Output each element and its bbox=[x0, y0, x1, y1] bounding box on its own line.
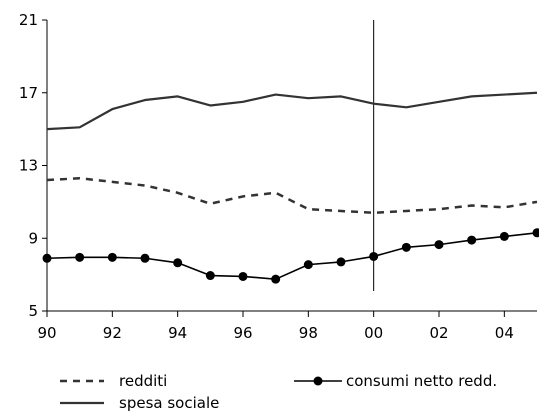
data-point bbox=[238, 271, 248, 281]
y-tick-label: 9 bbox=[28, 229, 38, 247]
legend-marker-consumi bbox=[313, 376, 323, 386]
series-line-2 bbox=[46, 231, 538, 280]
x-tick-label: 92 bbox=[103, 324, 122, 342]
y-tick-label: 17 bbox=[19, 84, 38, 102]
legend-label-consumi: consumi netto redd. bbox=[346, 372, 497, 390]
series-line-0 bbox=[46, 176, 538, 215]
legend-label-spesa: spesa sociale bbox=[119, 394, 219, 412]
data-point bbox=[434, 240, 444, 250]
data-point bbox=[140, 253, 150, 263]
x-tick-label: 94 bbox=[168, 324, 187, 342]
x-tick-label: 00 bbox=[364, 324, 383, 342]
series-line-1 bbox=[46, 91, 538, 131]
legend: redditi consumi netto redd. spesa social… bbox=[60, 372, 497, 412]
data-point bbox=[401, 242, 411, 252]
data-point bbox=[173, 258, 183, 268]
series-layer bbox=[42, 91, 539, 284]
tick-labels: 5 9 13 17 21 90 92 94 96 98 00 02 04 bbox=[19, 11, 514, 342]
data-point bbox=[532, 228, 539, 238]
legend-label-redditi: redditi bbox=[119, 372, 167, 390]
data-point bbox=[107, 252, 117, 262]
data-point bbox=[75, 252, 85, 262]
x-tick-label: 90 bbox=[37, 324, 56, 342]
data-point bbox=[467, 235, 477, 245]
data-point bbox=[205, 271, 215, 281]
y-tick-label: 5 bbox=[28, 302, 38, 320]
x-tick-label: 02 bbox=[429, 324, 448, 342]
data-point bbox=[499, 231, 509, 241]
x-tick-label: 04 bbox=[495, 324, 514, 342]
data-point bbox=[369, 251, 379, 261]
y-tick-label: 21 bbox=[19, 11, 38, 29]
x-tick-label: 96 bbox=[233, 324, 252, 342]
x-tick-label: 98 bbox=[299, 324, 318, 342]
data-point bbox=[271, 274, 281, 284]
y-tick-label: 13 bbox=[19, 157, 38, 175]
data-point bbox=[42, 253, 52, 263]
data-point bbox=[303, 260, 313, 270]
data-point bbox=[336, 257, 346, 267]
